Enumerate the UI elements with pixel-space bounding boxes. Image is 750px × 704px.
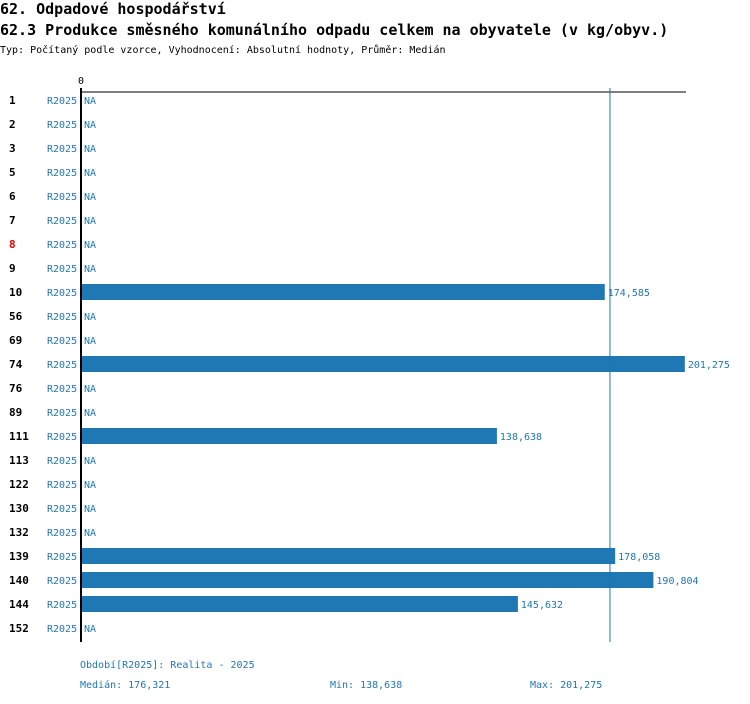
row-id-label: 111 [9,430,29,443]
bar [81,428,497,444]
row-period-label: R2025 [47,144,77,155]
row-id-label: 113 [9,454,29,467]
na-label: NA [84,456,96,467]
na-label: NA [84,336,96,347]
row-period-label: R2025 [47,432,77,443]
row-period-label: R2025 [47,168,77,179]
row-period-label: R2025 [47,216,77,227]
bar-value-label: 145,632 [521,600,563,611]
row-period-label: R2025 [47,96,77,107]
period-note: Období[R2025]: Realita - 2025 [80,660,255,671]
na-label: NA [84,216,96,227]
na-label: NA [84,624,96,635]
row-id-label: 3 [9,142,16,155]
row-id-label: 5 [9,166,16,179]
row-id-label: 7 [9,214,16,227]
na-label: NA [84,528,96,539]
row-id-label: 144 [9,598,29,611]
bar [81,356,685,372]
row-id-label: 6 [9,190,16,203]
row-period-label: R2025 [47,264,77,275]
na-label: NA [84,192,96,203]
row-period-label: R2025 [47,552,77,563]
row-id-label: 132 [9,526,29,539]
row-period-label: R2025 [47,528,77,539]
bar-value-label: 174,585 [608,288,650,299]
row-id-label: 2 [9,118,16,131]
row-period-label: R2025 [47,312,77,323]
max-note: Max: 201,275 [530,680,603,691]
row-period-label: R2025 [47,624,77,635]
row-period-label: R2025 [47,240,77,251]
row-period-label: R2025 [47,384,77,395]
na-label: NA [84,168,96,179]
na-label: NA [84,504,96,515]
row-id-label: 152 [9,622,29,635]
na-label: NA [84,120,96,131]
row-period-label: R2025 [47,504,77,515]
page-title: 62. Odpadové hospodářství [0,0,226,18]
row-period-label: R2025 [47,408,77,419]
row-period-label: R2025 [47,576,77,587]
na-label: NA [84,480,96,491]
row-id-label: 76 [9,382,23,395]
row-id-label: 130 [9,502,29,515]
row-period-label: R2025 [47,288,77,299]
row-period-label: R2025 [47,336,77,347]
na-label: NA [84,96,96,107]
row-period-label: R2025 [47,192,77,203]
row-id-label: 74 [9,358,23,371]
row-id-label: 9 [9,262,16,275]
bar-value-label: 178,058 [618,552,660,563]
na-label: NA [84,144,96,155]
bar-value-label: 138,638 [500,432,542,443]
chart-subtitle: 62.3 Produkce směsného komunálního odpad… [0,21,669,39]
na-label: NA [84,384,96,395]
bar [81,572,654,588]
na-label: NA [84,408,96,419]
row-id-label: 140 [9,574,29,587]
row-period-label: R2025 [47,360,77,371]
row-period-label: R2025 [47,456,77,467]
bar [81,596,518,612]
na-label: NA [84,264,96,275]
na-label: NA [84,240,96,251]
row-id-label: 8 [9,238,16,251]
row-period-label: R2025 [47,120,77,131]
row-id-label: 89 [9,406,22,419]
bar-value-label: 201,275 [688,360,730,371]
bar [81,548,616,564]
row-id-label: 69 [9,334,22,347]
median-note: Medián: 176,321 [80,680,171,691]
bar-value-label: 190,804 [656,576,698,587]
row-id-label: 10 [9,286,22,299]
type-line: Typ: Počítaný podle vzorce, Vyhodnocení:… [0,45,446,56]
bar [81,284,605,300]
row-period-label: R2025 [47,600,77,611]
row-period-label: R2025 [47,480,77,491]
row-id-label: 122 [9,478,29,491]
min-note: Min: 138,638 [330,680,403,691]
row-id-label: 1 [9,94,16,107]
na-label: NA [84,312,96,323]
zero-tick-label: 0 [78,76,84,87]
row-id-label: 139 [9,550,29,563]
row-id-label: 56 [9,310,23,323]
